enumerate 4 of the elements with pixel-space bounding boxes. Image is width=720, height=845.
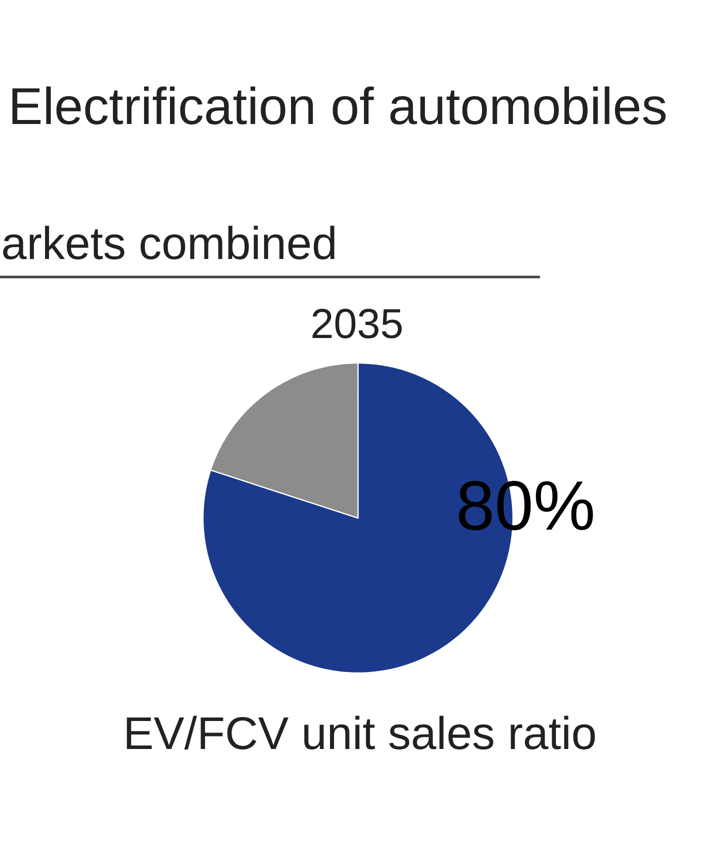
chart-subtitle: arkets combined <box>3 226 334 260</box>
text: EV/FCV unit sales ratio <box>126 716 595 750</box>
text: 2035 <box>312 308 402 338</box>
chart-title: Electrification of automobiles <box>12 86 666 125</box>
